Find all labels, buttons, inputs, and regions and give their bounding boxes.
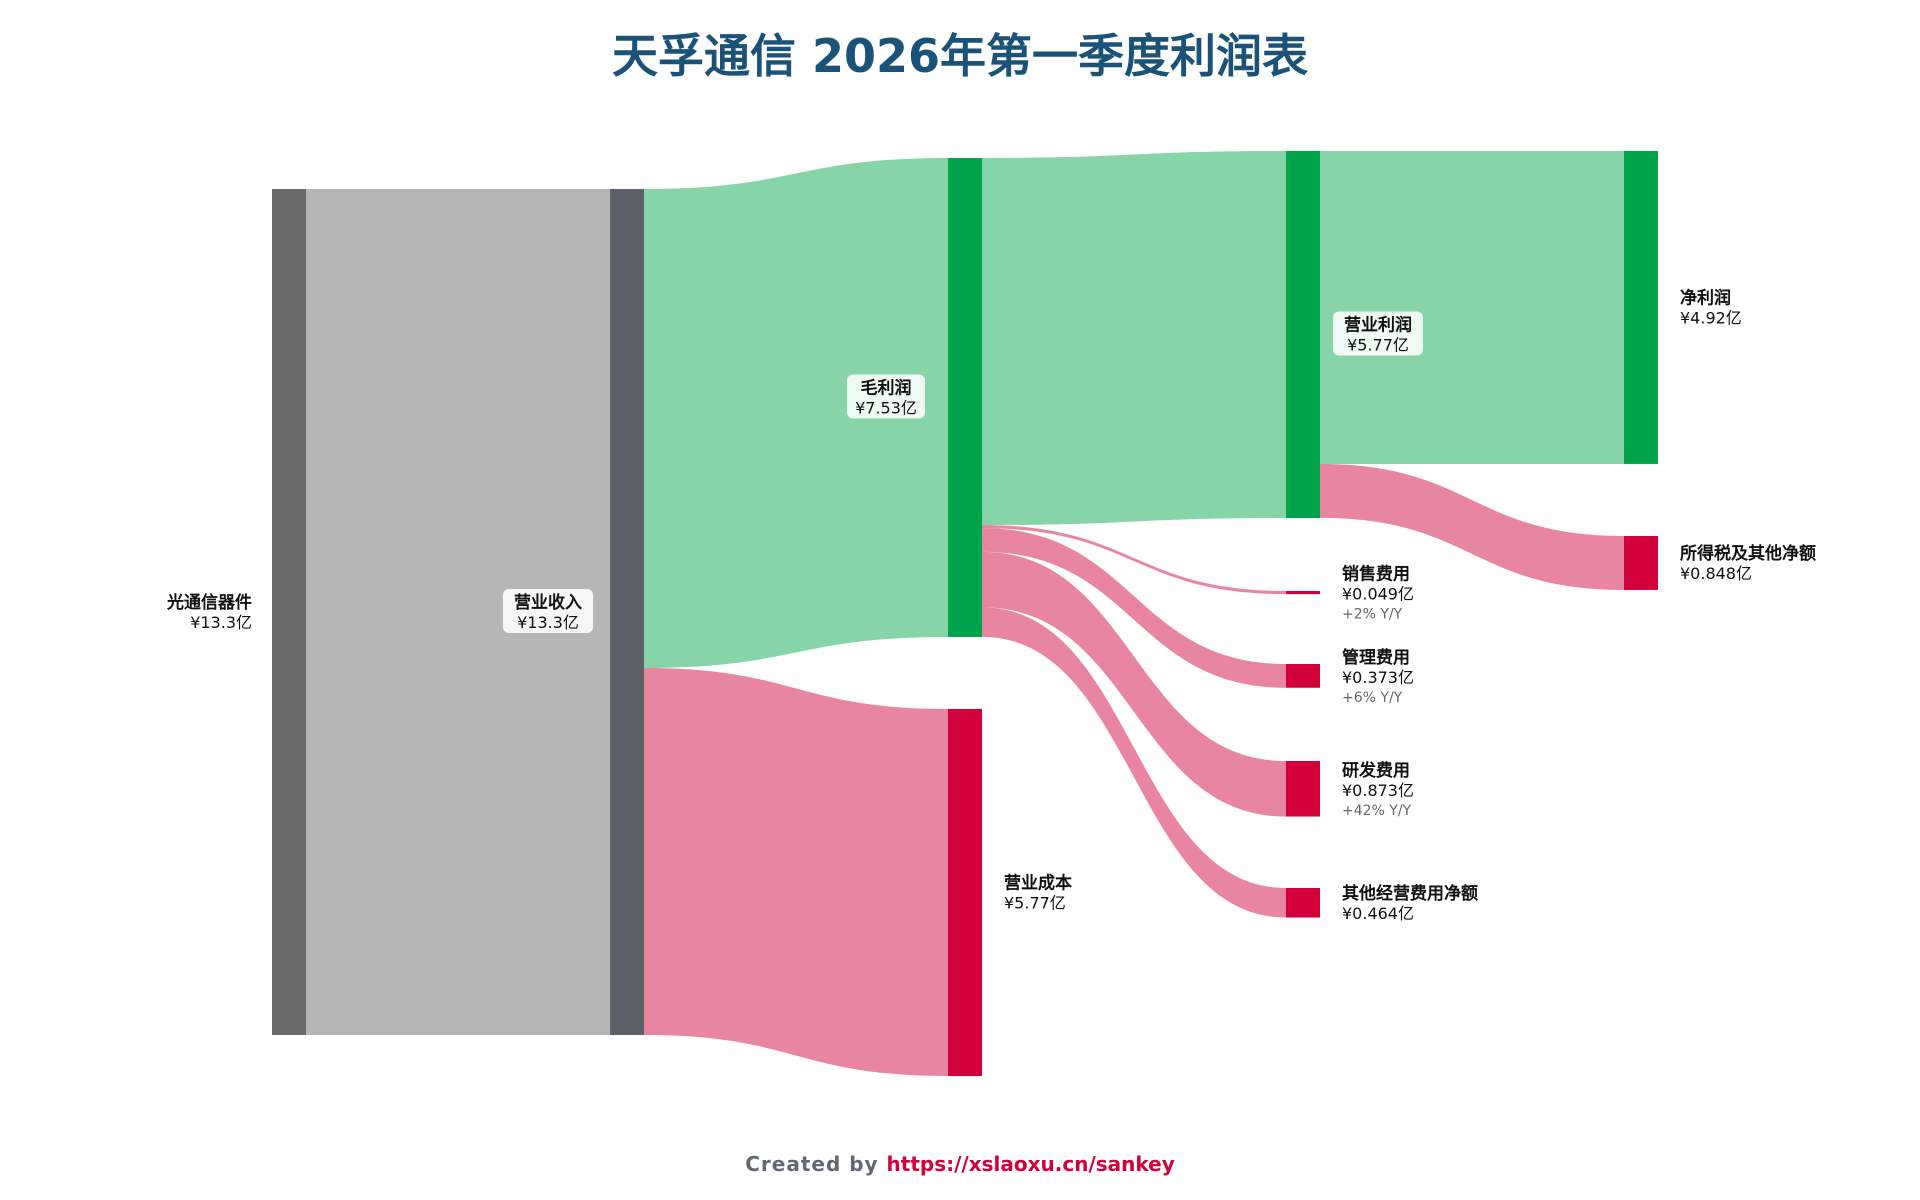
node-value-optical: ¥13.3亿 [190,613,252,632]
node-value-revenue: ¥13.3亿 [517,613,579,632]
node-value-other: ¥0.464亿 [1342,904,1414,923]
node-net [1624,151,1658,464]
link-revenue-to-gross [644,158,948,668]
node-revenue [610,189,644,1035]
link-op-to-tax [1320,463,1624,590]
footer-credit: Created by https://xslaoxu.cn/sankey [745,1152,1175,1176]
node-yoy-admin: +6% Y/Y [1342,690,1403,706]
chart-title: 天孚通信 2026年第一季度利润表 [612,29,1308,83]
node-label-rnd: 研发费用¥0.873亿 +42% Y/Y [1342,760,1414,819]
node-cogs [948,709,982,1077]
link-gross-to-sales [982,525,1286,595]
node-value-gross: ¥7.53亿 [855,398,917,417]
label-background [503,589,593,633]
node-value-sales: ¥0.049亿 [1342,585,1414,604]
node-name-cogs: 营业成本 [1004,873,1072,894]
node-name-tax: 所得税及其他净额 [1680,543,1816,564]
node-label-sales: 销售费用¥0.049亿 +2% Y/Y [1342,564,1414,623]
node-tax [1624,536,1658,590]
nodes-layer [272,151,1658,1077]
node-label-net: 净利润¥4.92亿 [1680,287,1742,327]
node-label-tax: 所得税及其他净额¥0.848亿 [1680,543,1816,583]
node-gross [948,158,982,637]
node-value-rnd: ¥0.873亿 [1342,781,1414,800]
node-value-admin: ¥0.373亿 [1342,668,1414,687]
node-name-net: 净利润 [1680,287,1731,308]
link-gross-to-rnd [982,551,1286,817]
node-name-admin: 管理费用 [1342,647,1410,668]
node-optical [272,189,306,1035]
node-op [1286,151,1320,519]
link-revenue-to-cogs [644,667,948,1077]
labels-layer: 光通信器件¥13.3亿营业收入¥13.3亿毛利润¥7.53亿营业成本¥5.77亿… [166,287,1816,922]
node-value-cogs: ¥5.77亿 [1004,894,1066,913]
node-admin [1286,664,1320,688]
link-gross-to-op [982,151,1286,526]
node-label-cogs: 营业成本¥5.77亿 [1004,873,1072,913]
node-yoy-sales: +2% Y/Y [1342,607,1403,623]
link-optical-to-revenue [306,189,610,1035]
node-label-op: 营业利润¥5.77亿 [1333,311,1423,356]
node-value-net: ¥4.92亿 [1680,308,1742,327]
node-other [1286,888,1320,918]
footer-link[interactable]: https://xslaoxu.cn/sankey [887,1152,1175,1176]
link-gross-to-admin [982,528,1286,688]
node-rnd [1286,761,1320,817]
node-label-admin: 管理费用¥0.373亿 +6% Y/Y [1342,647,1414,706]
link-op-to-net [1320,151,1624,464]
node-label-other: 其他经营费用净额¥0.464亿 [1342,883,1478,923]
node-label-optical: 光通信器件¥13.3亿 [166,592,252,632]
node-label-gross: 毛利润¥7.53亿 [847,374,925,419]
node-yoy-rnd: +42% Y/Y [1342,803,1412,819]
label-background [847,374,925,419]
node-name-rnd: 研发费用 [1342,760,1410,781]
link-gross-to-other [982,607,1286,918]
node-name-sales: 销售费用 [1342,564,1410,585]
node-label-revenue: 营业收入¥13.3亿 [503,589,593,633]
node-name-optical: 光通信器件 [166,592,252,613]
node-value-tax: ¥0.848亿 [1680,564,1752,583]
links-layer [306,151,1624,1077]
node-name-op: 营业利润 [1344,315,1412,336]
node-value-op: ¥5.77亿 [1347,336,1409,355]
node-name-gross: 毛利润 [861,377,912,398]
node-name-other: 其他经营费用净额 [1342,883,1478,904]
label-background [1333,311,1423,356]
node-sales [1286,591,1320,595]
node-name-revenue: 营业收入 [514,592,582,613]
footer-prefix: Created by [745,1152,886,1176]
